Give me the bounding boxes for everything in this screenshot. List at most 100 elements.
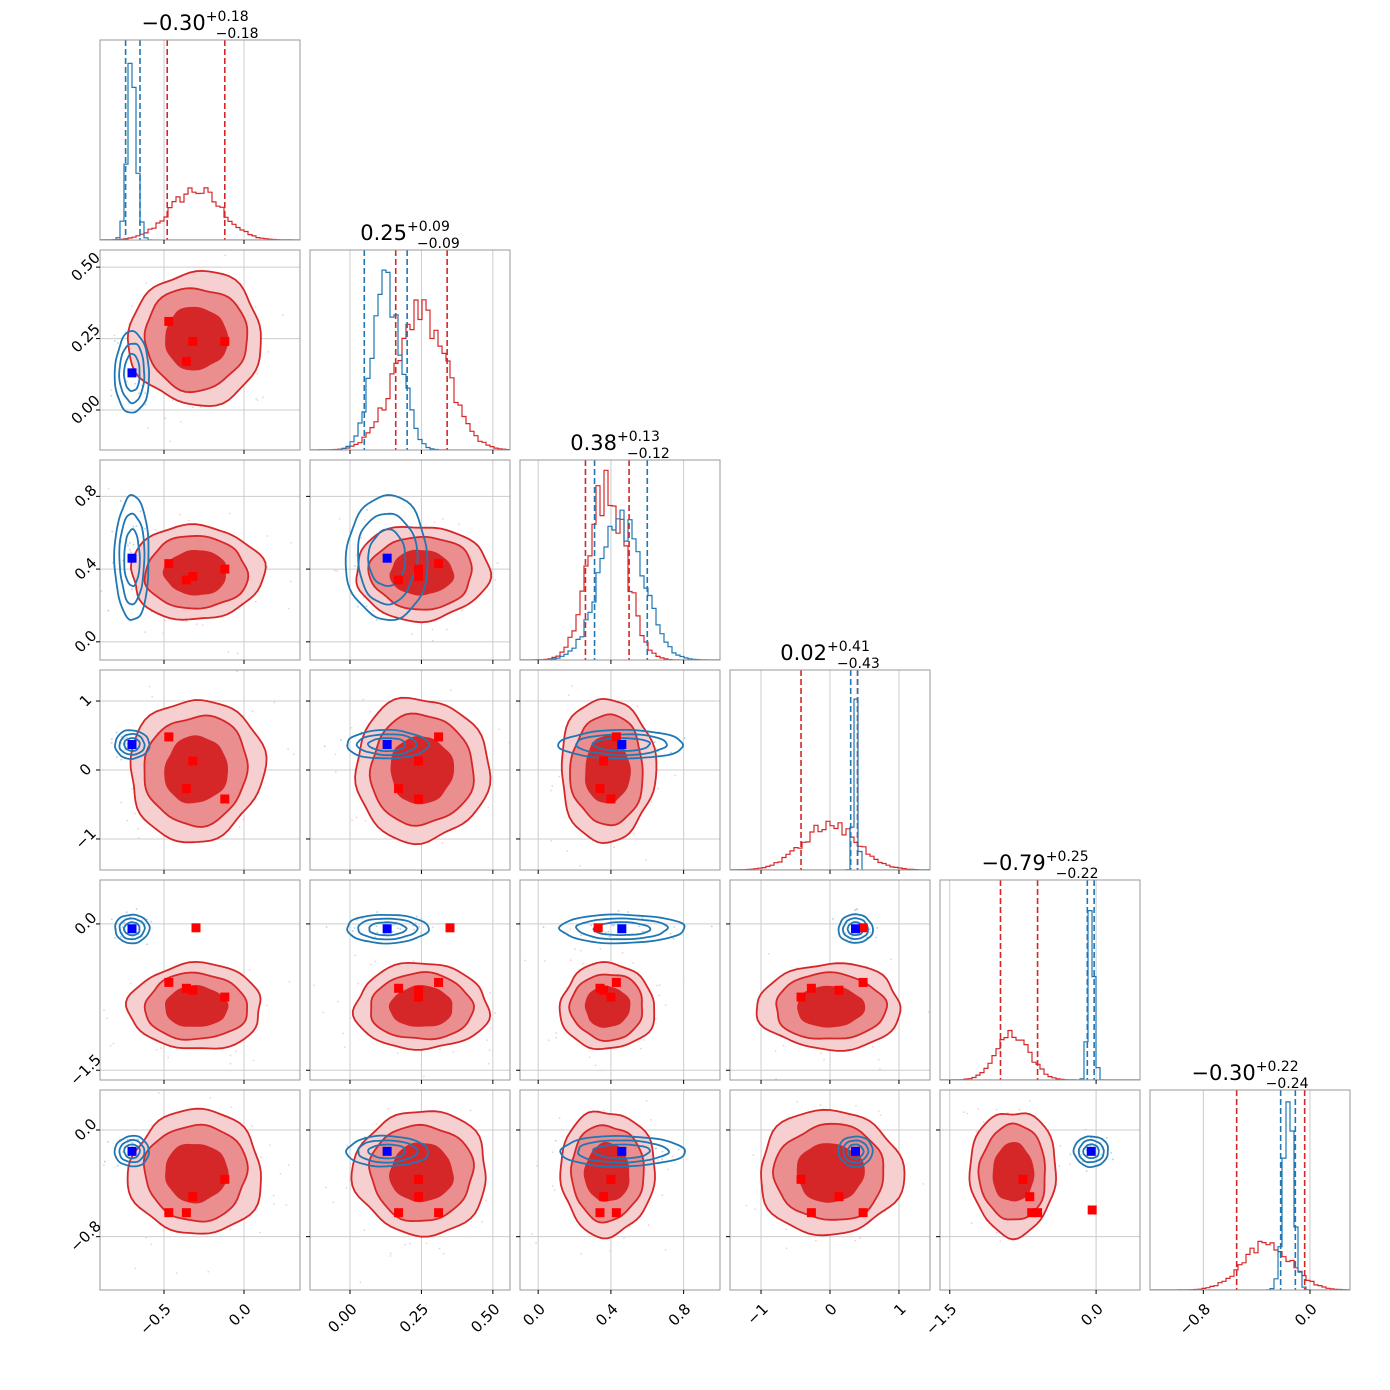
red-sample-point	[724, 1030, 726, 1032]
panel-content	[312, 911, 515, 1078]
red-sample-point	[134, 812, 137, 815]
red-sample-point	[179, 513, 181, 516]
blue-sample-point	[131, 1142, 134, 1144]
x-tick-label: 0.00	[324, 1300, 360, 1336]
red-sample-point	[404, 1243, 407, 1246]
red-sample-point	[944, 976, 946, 978]
red-sample-point	[372, 609, 375, 612]
blue-contour-1	[357, 512, 419, 606]
red-side-marker	[191, 923, 201, 933]
red-sample-point	[389, 1255, 392, 1257]
red-sample-point	[332, 1201, 335, 1204]
red-sample-point	[235, 1050, 238, 1052]
panel-5-5: −0.8 0.0	[1149, 1089, 1351, 1339]
red-sample-point	[970, 1222, 973, 1225]
red-sample-point	[334, 770, 337, 773]
y-tick-label: 0.0	[71, 627, 101, 657]
blue-marker	[127, 553, 137, 563]
red-sample-point	[654, 1017, 657, 1020]
panel-4-1	[306, 879, 515, 1084]
red-sample-point	[490, 768, 493, 771]
red-sample-point	[256, 399, 259, 402]
red-sample-point	[650, 800, 653, 803]
red-sample-point	[819, 1104, 822, 1106]
blue-sample-point	[1110, 1152, 1113, 1154]
red-sample-point	[1029, 1099, 1031, 1102]
red-marker	[220, 1174, 230, 1184]
blue-sample-point	[661, 1158, 664, 1161]
blue-sample-point	[340, 739, 342, 741]
red-sample-point	[129, 982, 132, 985]
blue-contour-2	[837, 913, 874, 944]
red-marker	[188, 756, 198, 766]
panel-content	[100, 487, 293, 655]
red-sample-point	[630, 654, 632, 656]
red-sample-point	[151, 695, 154, 698]
red-sample-point	[343, 1046, 346, 1049]
red-sample-point	[281, 314, 284, 317]
panel-frame	[99, 459, 301, 661]
blue-sample-point	[119, 935, 122, 938]
red-sample-point	[290, 541, 293, 544]
red-sample-point	[966, 1112, 968, 1115]
red-sample-point	[497, 1010, 499, 1012]
blue-sample-point	[392, 924, 395, 926]
panel-5-0: −0.5 0.0−0.80.0	[66, 1089, 301, 1339]
red-marker	[188, 336, 198, 346]
red-sample-point	[390, 1252, 392, 1255]
red-marker	[434, 977, 444, 987]
red-sample-point	[657, 787, 659, 790]
red-sample-point	[637, 838, 639, 841]
blue-sample-point	[107, 609, 110, 612]
blue-contour-0	[367, 1143, 407, 1160]
red-sample-point	[470, 1235, 473, 1238]
blue-marker	[127, 739, 137, 749]
red-sample-point	[172, 399, 174, 402]
blue-sample-point	[641, 917, 644, 919]
title-median: 0.25	[360, 221, 407, 245]
red-sample-point	[643, 1038, 645, 1041]
red-marker	[181, 1208, 191, 1218]
red-sample-point	[656, 1159, 659, 1162]
red-sample-point	[266, 535, 269, 537]
blue-sample-point	[138, 392, 140, 394]
blue-marker	[851, 1146, 861, 1156]
red-sample-point	[555, 1032, 558, 1034]
panel-content	[940, 880, 1140, 1080]
red-marker	[414, 571, 424, 581]
red-sample-point	[578, 865, 581, 867]
blue-sample-point	[366, 508, 368, 511]
red-sample-point	[259, 1231, 261, 1234]
blue-contour-1	[842, 917, 869, 940]
title-upper: +0.09	[407, 219, 450, 235]
blue-sample-point	[669, 932, 672, 935]
blue-sample-point	[144, 392, 147, 394]
red-sample-point	[287, 748, 290, 750]
red-sample-point	[928, 1011, 930, 1014]
title-upper: +0.18	[206, 9, 249, 25]
red-sample-point	[487, 1062, 490, 1065]
panel-frame	[99, 39, 301, 241]
blue-contour-2	[559, 1134, 686, 1168]
title-lower: −0.43	[837, 656, 880, 672]
red-sample-point	[664, 1004, 667, 1007]
red-sample-point	[558, 775, 561, 778]
title-upper: +0.22	[1256, 1059, 1299, 1075]
red-sample-point	[609, 1249, 612, 1252]
red-sample-point	[513, 1027, 515, 1029]
blue-marker	[127, 368, 137, 378]
title-upper: +0.13	[617, 429, 660, 445]
red-sample-point	[854, 1239, 857, 1242]
title-upper: +0.41	[827, 639, 870, 655]
red-sample-point	[644, 859, 647, 862]
blue-histogram	[310, 269, 510, 450]
red-sample-point	[671, 1155, 674, 1158]
red-sample-point	[782, 1044, 785, 1047]
red-sample-point	[342, 1032, 344, 1035]
red-sample-point	[550, 789, 552, 792]
blue-sample-point	[661, 1150, 664, 1153]
blue-sample-point	[136, 1138, 139, 1141]
red-sample-point	[403, 667, 405, 669]
red-marker	[394, 784, 404, 794]
